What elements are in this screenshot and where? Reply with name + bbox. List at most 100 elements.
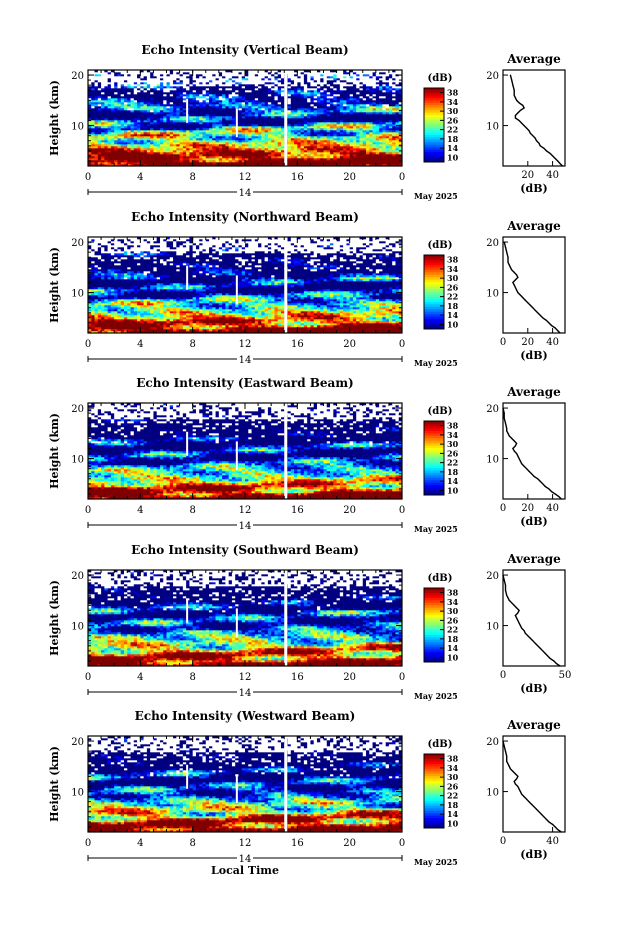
heatmap-cell: [320, 132, 324, 134]
heatmap-cell: [104, 88, 108, 90]
heatmap-cell: [301, 156, 305, 158]
heatmap-cell: [297, 74, 301, 76]
heatmap-cell: [219, 136, 223, 138]
heatmap-cell: [304, 140, 308, 142]
heatmap-cell: [333, 114, 337, 116]
heatmap-cell: [170, 128, 174, 130]
heatmap-cell: [163, 122, 167, 124]
heatmap-cell: [232, 122, 236, 124]
heatmap-cell: [363, 86, 367, 88]
heatmap-cell: [131, 88, 135, 90]
heatmap-cell: [209, 160, 213, 162]
heatmap-cell: [137, 138, 141, 140]
heatmap-cell: [209, 329, 213, 331]
heatmap-cell: [202, 110, 206, 112]
heatmap-cell: [369, 148, 373, 150]
heatmap-cell: [386, 98, 390, 100]
heatmap-cell: [327, 162, 331, 164]
heatmap-cell: [193, 138, 197, 140]
heatmap-cell: [131, 148, 135, 150]
heatmap-cell: [310, 80, 314, 82]
heatmap-cell: [193, 154, 197, 156]
heatmap-cell: [157, 112, 161, 114]
heatmap-cell: [212, 72, 216, 74]
heatmap-cell: [235, 80, 239, 82]
heatmap-cell: [173, 120, 177, 122]
heatmap-cell: [350, 114, 354, 116]
heatmap-cell: [297, 98, 301, 100]
heatmap-cell: [324, 116, 328, 118]
heatmap-cell: [310, 329, 314, 331]
heatmap-cell: [225, 124, 229, 126]
heatmap-cell: [108, 76, 112, 78]
heatmap-cell: [382, 98, 386, 100]
heatmap-cell: [91, 162, 95, 164]
heatmap-cell: [248, 88, 252, 90]
heatmap-cell: [359, 76, 363, 78]
heatmap-cell: [144, 122, 148, 124]
heatmap-cell: [356, 86, 360, 88]
heatmap-cell: [176, 102, 180, 104]
heatmap-cell: [320, 120, 324, 122]
heatmap-cell: [314, 162, 318, 164]
heatmap-cell: [157, 140, 161, 142]
heatmap-cell: [343, 140, 347, 142]
heatmap-cell: [137, 136, 141, 138]
heatmap-cell: [382, 82, 386, 84]
heatmap-cell: [235, 158, 239, 160]
heatmap-cell: [245, 140, 249, 142]
heatmap-cell: [206, 86, 210, 88]
heatmap-cell: [189, 88, 193, 90]
heatmap-cell: [98, 156, 102, 158]
heatmap-cell: [271, 104, 275, 106]
heatmap-cell: [111, 148, 115, 150]
heatmap-cell: [376, 116, 380, 118]
heatmap-cell: [229, 160, 233, 162]
heatmap-cell: [350, 154, 354, 156]
heatmap-cell: [147, 116, 151, 118]
heatmap-cell: [140, 94, 144, 96]
heatmap-cell: [124, 96, 128, 98]
heatmap-cell: [238, 82, 242, 84]
heatmap-cell: [291, 116, 295, 118]
heatmap-cell: [167, 96, 171, 98]
heatmap-cell: [124, 94, 128, 96]
heatmap-cell: [167, 329, 171, 331]
heatmap-cell: [271, 162, 275, 164]
heatmap-cell: [248, 162, 252, 164]
heatmap-cell: [209, 104, 213, 106]
heatmap-cell: [193, 122, 197, 124]
heatmap-cell: [157, 122, 161, 124]
heatmap-cell: [209, 130, 213, 132]
heatmap-cell: [245, 110, 249, 112]
heatmap-cell: [297, 136, 301, 138]
heatmap-cell: [180, 156, 184, 158]
heatmap-cell: [170, 112, 174, 114]
heatmap-cell: [147, 94, 151, 96]
heatmap-cell: [232, 144, 236, 146]
heatmap-cell: [91, 72, 95, 74]
heatmap-cell: [242, 136, 246, 138]
heatmap-cell: [147, 106, 151, 108]
heatmap-cell: [238, 156, 242, 158]
heatmap-cell: [382, 122, 386, 124]
heatmap-cell: [225, 114, 229, 116]
heatmap-cell: [101, 96, 105, 98]
heatmap-cell: [252, 156, 256, 158]
heatmap-cell: [340, 90, 344, 92]
heatmap-cell: [193, 152, 197, 154]
heatmap-cell: [288, 118, 292, 120]
heatmap-cell: [392, 106, 396, 108]
heatmap-cell: [98, 160, 102, 162]
heatmap-cell: [216, 160, 220, 162]
heatmap-cell: [212, 138, 216, 140]
heatmap-cell: [281, 82, 285, 84]
heatmap-cell: [176, 94, 180, 96]
heatmap-cell: [111, 158, 115, 160]
heatmap-cell: [140, 110, 144, 112]
heatmap-cell: [333, 150, 337, 152]
heatmap-cell: [219, 92, 223, 94]
heatmap-cell: [288, 110, 292, 112]
heatmap-cell: [343, 78, 347, 80]
heatmap-cell: [160, 90, 164, 92]
